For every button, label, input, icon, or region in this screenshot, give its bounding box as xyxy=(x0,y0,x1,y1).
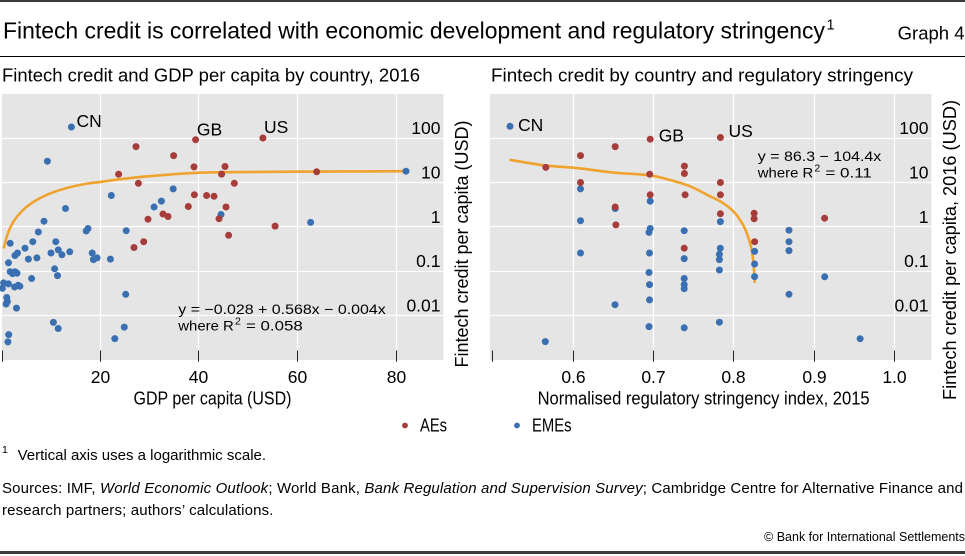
svg-text:0.1: 0.1 xyxy=(904,251,928,271)
svg-text:Fintech credit and GDP per cap: Fintech credit and GDP per capita by cou… xyxy=(2,65,420,85)
svg-text:0.9: 0.9 xyxy=(802,367,826,387)
svg-text:Normalised regulatory stringen: Normalised regulatory stringency index, … xyxy=(538,389,870,409)
svg-text:100: 100 xyxy=(899,118,928,138)
svg-text:0.01: 0.01 xyxy=(406,296,440,316)
svg-text:Graph 4: Graph 4 xyxy=(898,22,965,43)
svg-text:= 0.11: = 0.11 xyxy=(825,165,872,181)
svg-text:AEs: AEs xyxy=(420,416,447,436)
svg-text:1: 1 xyxy=(827,17,835,33)
svg-text:Fintech credit per capita, 201: Fintech credit per capita, 2016 (USD) xyxy=(940,100,960,400)
svg-text:100: 100 xyxy=(411,118,440,138)
svg-text:= 0.058: = 0.058 xyxy=(246,318,303,334)
svg-text:20: 20 xyxy=(91,367,111,387)
svg-text:2: 2 xyxy=(814,163,820,175)
svg-text:1.0: 1.0 xyxy=(882,367,907,387)
svg-text:GB: GB xyxy=(197,120,222,140)
svg-text:1: 1 xyxy=(919,207,929,227)
svg-text:Fintech credit is correlated w: Fintech credit is correlated with econom… xyxy=(3,17,825,43)
svg-text:0.8: 0.8 xyxy=(721,367,745,387)
svg-text:US: US xyxy=(729,121,753,141)
svg-text:0.6: 0.6 xyxy=(561,367,585,387)
svg-text:Fintech credit by country and: Fintech credit by country and regulatory… xyxy=(491,65,913,85)
svg-text:0.1: 0.1 xyxy=(416,251,440,271)
svg-text:where R: where R xyxy=(177,318,234,334)
svg-text:GDP per capita (USD): GDP per capita (USD) xyxy=(134,389,292,409)
svg-text:10: 10 xyxy=(909,163,929,183)
svg-text:y = −0.028 + 0.568x − 0.004x: y = −0.028 + 0.568x − 0.004x xyxy=(178,301,385,317)
svg-text:40: 40 xyxy=(189,367,209,387)
svg-text:1: 1 xyxy=(431,207,441,227)
svg-text:GB: GB xyxy=(659,126,684,146)
svg-text:where R: where R xyxy=(757,165,814,181)
svg-text:80: 80 xyxy=(387,367,407,387)
svg-text:10: 10 xyxy=(421,163,441,183)
svg-text:US: US xyxy=(264,117,288,137)
svg-text:y = 86.3 − 104.4x: y = 86.3 − 104.4x xyxy=(758,148,882,164)
svg-text:0.01: 0.01 xyxy=(894,296,928,316)
svg-text:Fintech credit per capita (USD: Fintech credit per capita (USD) xyxy=(452,121,472,368)
svg-text:CN: CN xyxy=(518,115,543,135)
svg-text:EMEs: EMEs xyxy=(532,416,572,436)
svg-text:2: 2 xyxy=(235,316,241,328)
svg-text:0.7: 0.7 xyxy=(641,367,665,387)
svg-text:CN: CN xyxy=(77,111,102,131)
svg-text:60: 60 xyxy=(288,367,308,387)
